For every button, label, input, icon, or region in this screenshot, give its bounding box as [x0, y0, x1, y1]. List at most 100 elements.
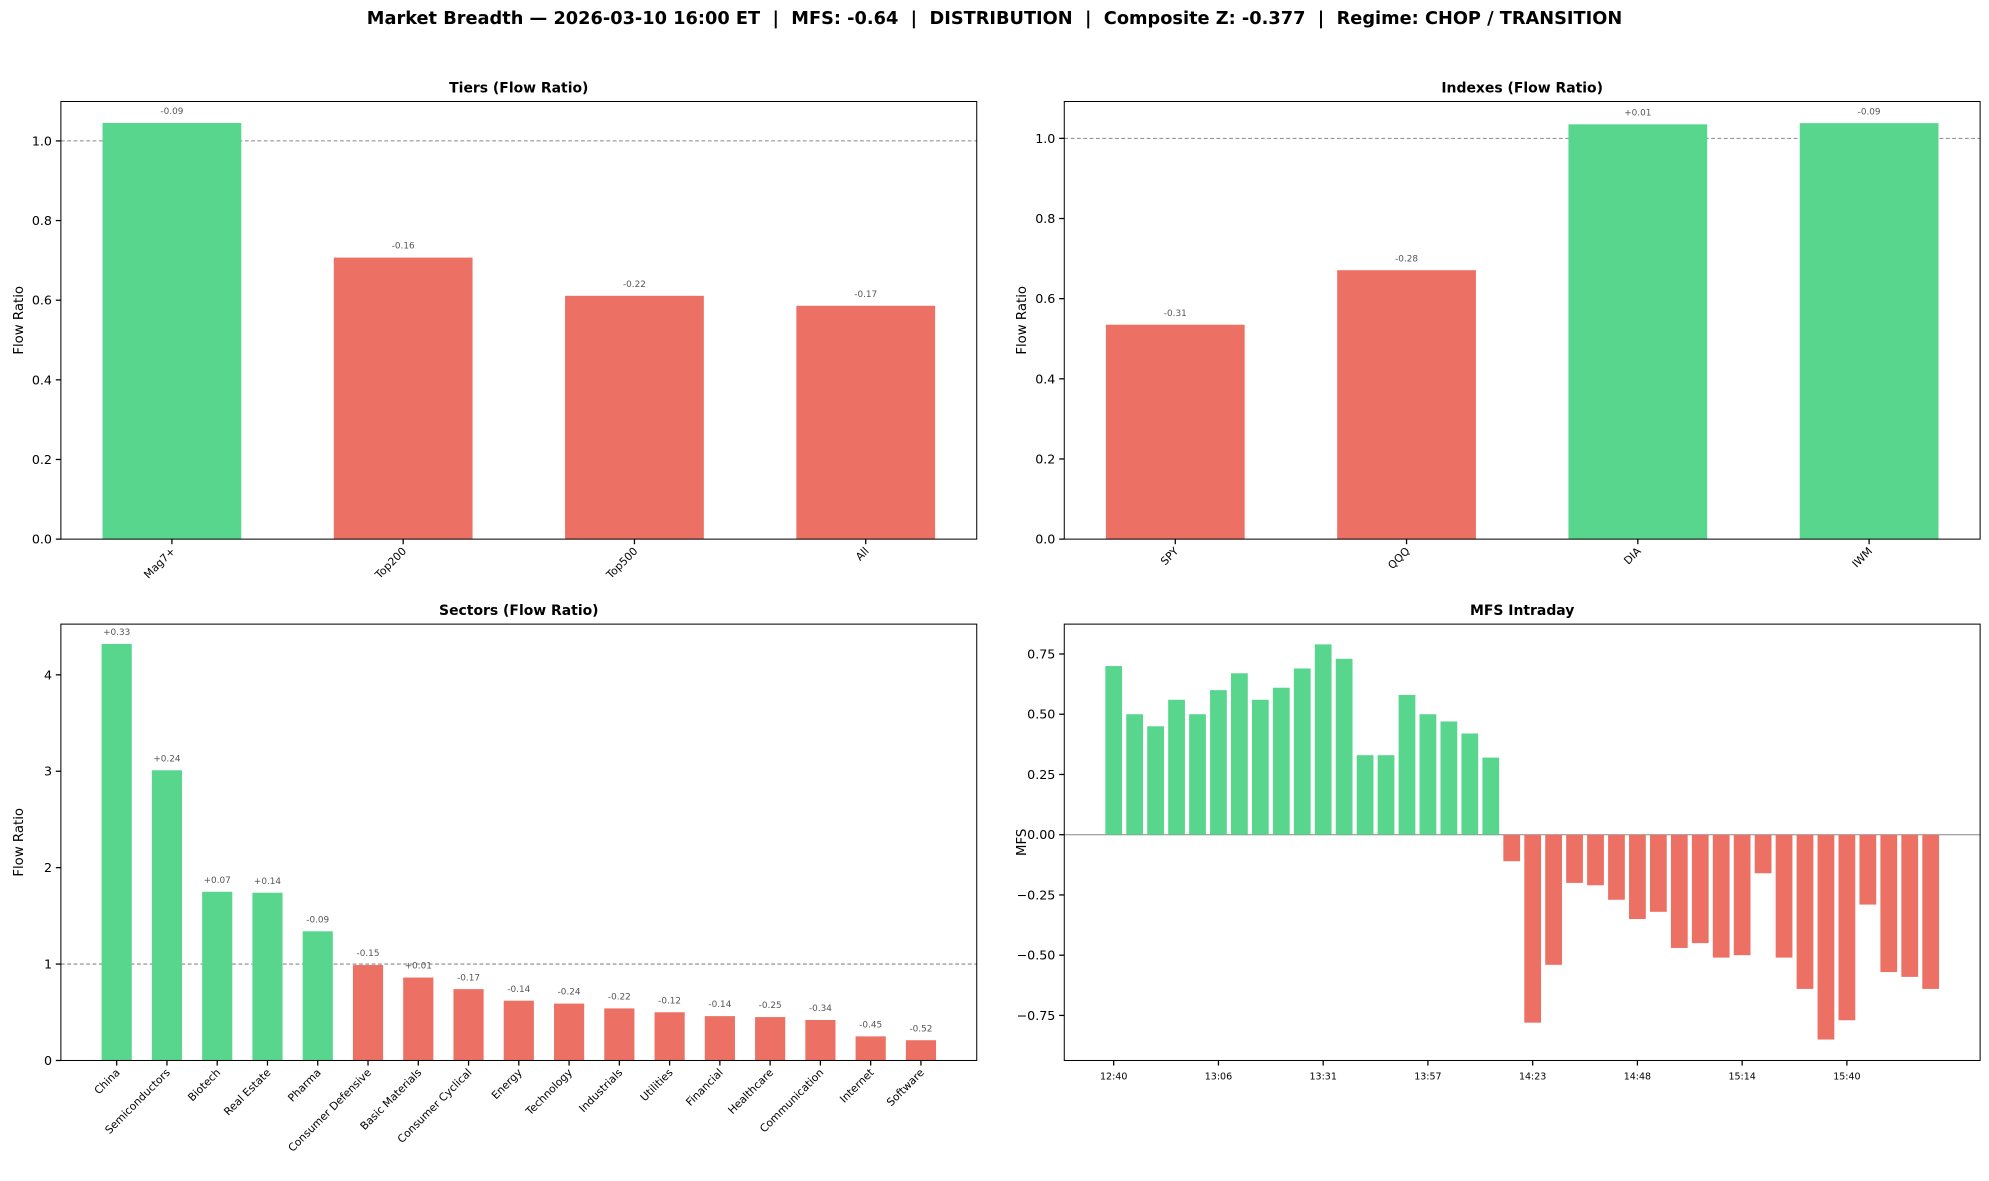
y-tick-label: −0.50 — [1017, 948, 1056, 963]
bar — [1649, 834, 1667, 912]
subplot-title: Indexes (Flow Ratio) — [1441, 81, 1603, 97]
x-tick-label: Internet — [837, 1066, 876, 1105]
y-tick-label: 0.4 — [32, 372, 52, 387]
bar — [554, 1003, 585, 1061]
bar — [1566, 834, 1583, 883]
y-axis-label: MFS — [1015, 829, 1030, 856]
bar — [905, 1040, 937, 1061]
bar — [1859, 834, 1877, 905]
y-tick-label: 0.50 — [1027, 707, 1055, 722]
y-tick-label: 0.6 — [1035, 291, 1055, 306]
bar-annotation: +0.33 — [103, 628, 130, 638]
bar-annotation: -0.15 — [357, 949, 380, 959]
x-tick-label: Top500 — [603, 545, 640, 582]
bar-annotation: +0.24 — [153, 754, 181, 764]
y-tick-label: 0.8 — [32, 213, 52, 228]
bar — [1105, 324, 1245, 540]
y-tick-label: 0.00 — [1027, 827, 1055, 842]
bar-annotation: +0.01 — [405, 962, 432, 972]
bar — [796, 305, 936, 540]
bar-annotation: +0.01 — [1624, 108, 1651, 118]
bar-annotation: -0.09 — [306, 915, 329, 925]
bar — [1335, 658, 1353, 835]
bar-annotation: -0.09 — [160, 107, 183, 117]
x-tick-label: Technology — [522, 1066, 575, 1119]
x-tick-label: All — [853, 545, 872, 564]
bar — [1545, 834, 1562, 965]
bar — [654, 1012, 685, 1061]
bar — [565, 295, 704, 540]
x-tick-label: Healthcare — [725, 1066, 776, 1117]
bar — [1733, 834, 1751, 956]
bar — [1337, 270, 1476, 540]
x-tick-label: 13:57 — [1414, 1072, 1441, 1083]
y-tick-label: 0.75 — [1027, 646, 1055, 661]
x-tick-label: SPY — [1158, 544, 1181, 567]
bar — [1754, 834, 1772, 874]
y-tick-label: 0.2 — [1035, 451, 1055, 466]
bar — [1189, 714, 1206, 835]
bar — [1210, 690, 1227, 835]
bar — [1126, 714, 1144, 835]
bar — [1440, 721, 1458, 835]
axes-frame — [60, 623, 978, 1061]
bar — [1799, 123, 1939, 540]
y-tick-label: 0.0 — [32, 532, 52, 547]
bar — [704, 1016, 735, 1061]
bar — [1231, 673, 1248, 835]
bar — [302, 931, 333, 1061]
bar-annotation: -0.14 — [708, 1000, 731, 1010]
bar-annotation: -0.16 — [392, 242, 415, 252]
bar — [1272, 687, 1290, 835]
y-tick-label: −0.25 — [1017, 887, 1056, 902]
bar-annotation: -0.25 — [759, 1001, 782, 1011]
bar — [755, 1017, 786, 1061]
bar — [101, 643, 132, 1061]
bar — [1838, 834, 1856, 1021]
x-tick-label: 12:40 — [1100, 1072, 1127, 1083]
x-tick-label: Consumer Defensive — [286, 1066, 375, 1155]
bar — [1922, 834, 1940, 989]
bar — [202, 891, 233, 1061]
bar — [102, 122, 242, 540]
x-tick-label: Real Estate — [221, 1066, 273, 1118]
x-tick-label: Pharma — [285, 1066, 323, 1104]
bar — [1356, 755, 1374, 835]
bar-annotation: -0.34 — [809, 1004, 832, 1014]
bar — [352, 965, 384, 1061]
bar — [1670, 834, 1688, 948]
bar — [1503, 834, 1521, 862]
bar — [1587, 834, 1604, 886]
y-tick-label: 0.6 — [32, 293, 52, 308]
bar — [1712, 834, 1730, 958]
bar — [1398, 694, 1416, 835]
bar — [1608, 834, 1625, 900]
bar-annotation: -0.12 — [658, 996, 681, 1006]
y-tick-label: 0.25 — [1027, 767, 1055, 782]
subplot-title: Tiers (Flow Ratio) — [449, 81, 588, 97]
bar — [1251, 699, 1269, 835]
axes-frame — [1063, 623, 1981, 1061]
y-tick-label: 0 — [44, 1053, 52, 1068]
bar — [1168, 699, 1185, 835]
x-tick-label: China — [92, 1066, 123, 1097]
bar — [1817, 834, 1835, 1040]
x-tick-label: 15:14 — [1728, 1072, 1755, 1083]
subplot-title: MFS Intraday — [1470, 603, 1574, 619]
y-tick-label: 0.4 — [1035, 371, 1055, 386]
y-tick-label: 0.8 — [1035, 211, 1055, 226]
x-tick-label: IWM — [1850, 545, 1876, 571]
bar — [403, 977, 434, 1061]
bar-annotation: +0.14 — [254, 877, 282, 887]
subplot-title: Sectors (Flow Ratio) — [439, 603, 599, 619]
y-tick-label: −0.75 — [1017, 1008, 1056, 1023]
bar-annotation: -0.17 — [854, 290, 877, 300]
bar — [1796, 834, 1814, 989]
bar-annotation: -0.17 — [457, 973, 480, 983]
x-tick-label: Mag7+ — [141, 545, 177, 581]
x-tick-label: Utilities — [638, 1066, 676, 1104]
x-tick-label: 15:40 — [1833, 1072, 1860, 1083]
x-tick-label: Top200 — [372, 545, 409, 582]
bar-annotation: -0.09 — [1858, 107, 1881, 117]
